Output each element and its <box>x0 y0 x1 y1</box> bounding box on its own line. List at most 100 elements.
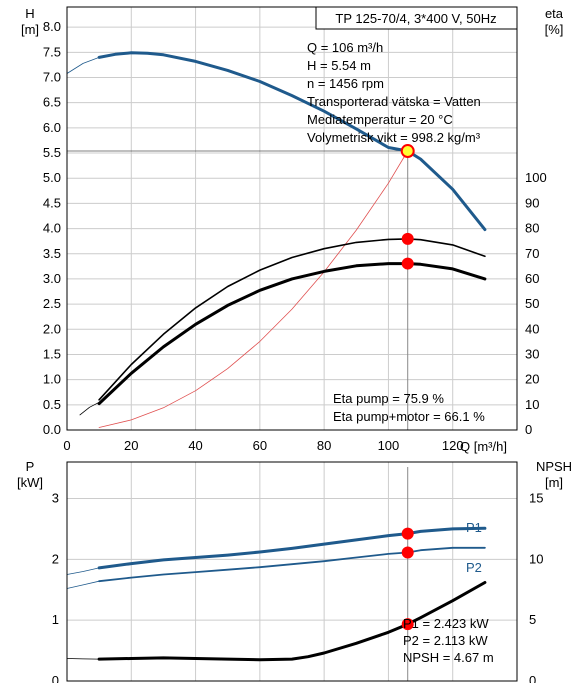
eta-tick-label: 30 <box>525 346 539 361</box>
power-tick-label: 3 <box>52 491 59 506</box>
info-temperature: Mediatemperatur = 20 °C <box>307 112 453 127</box>
info-eta-pump: Eta pump = 75.9 % <box>333 391 444 406</box>
flow-tick-label: 60 <box>253 438 267 453</box>
eta-axis-label: eta <box>545 6 564 21</box>
head-tick-label: 6.0 <box>43 120 61 135</box>
efficiency-info-block: Eta pump = 75.9 % Eta pump+motor = 66.1 … <box>333 391 485 424</box>
head-chart-curves <box>66 51 487 430</box>
p2-curve-extrapolated <box>66 580 100 589</box>
head-tick-label: 0.5 <box>43 397 61 412</box>
eta-pump-motor-curve <box>97 262 487 406</box>
head-tick-label: 7.0 <box>43 70 61 85</box>
npsh-tick-label: 5 <box>529 612 536 627</box>
npsh-axis-ticks: 0 5 10 15 <box>529 491 543 683</box>
info-eta-pump-motor: Eta pump+motor = 66.1 % <box>333 409 485 424</box>
head-tick-label: 2.0 <box>43 321 61 336</box>
power-info-block: P1 = 2.423 kW P2 = 2.113 kW NPSH = 4.67 … <box>403 616 494 665</box>
npsh-curve-extrapolated <box>66 658 100 660</box>
system-curve <box>98 150 409 428</box>
eta-tick-label: 100 <box>525 170 547 185</box>
head-tick-label: 1.5 <box>43 346 61 361</box>
npsh-operating-point <box>401 618 414 631</box>
flow-tick-label: 20 <box>124 438 138 453</box>
head-tick-label: 1.0 <box>43 372 61 387</box>
head-curve-extrapolated <box>66 57 100 74</box>
head-operating-point <box>400 144 415 159</box>
head-tick-label: 5.0 <box>43 170 61 185</box>
npsh-axis-label: NPSH <box>536 459 572 474</box>
info-p1: P1 = 2.423 kW <box>403 616 489 631</box>
p1-series-label: P1 <box>466 520 482 535</box>
power-chart-operating-points <box>401 527 414 631</box>
power-tick-label: 2 <box>52 551 59 566</box>
head-tick-label: 7.5 <box>43 44 61 59</box>
head-tick-label: 4.5 <box>43 195 61 210</box>
info-liquid: Transporterad vätska = Vatten <box>307 94 481 109</box>
eta-axis-ticks: 0 10 20 30 40 50 60 70 80 90 100 <box>525 170 547 437</box>
head-chart-grid <box>67 7 517 430</box>
head-efficiency-chart: 0.0 0.5 1.0 1.5 2.0 2.5 3.0 3.5 4.0 4.5 5.0 5.5 6.0 6… <box>21 6 564 454</box>
info-flow: Q = 106 m³/h <box>307 40 383 55</box>
npsh-curve <box>97 581 487 662</box>
info-npsh: NPSH = 4.67 m <box>403 650 494 665</box>
npsh-tick-label: 15 <box>529 491 543 506</box>
pump-title: TP 125-70/4, 3*400 V, 50Hz <box>335 11 496 26</box>
p2-operating-point <box>401 546 414 559</box>
eta-tick-label: 20 <box>525 372 539 387</box>
flow-tick-label: 80 <box>317 438 331 453</box>
info-p2: P2 = 2.113 kW <box>403 633 488 648</box>
head-chart-frame <box>66 6 518 431</box>
flow-axis-ticks: 0 20 40 60 80 100 120 <box>63 438 463 453</box>
head-curve <box>97 51 487 232</box>
head-tick-label: 5.5 <box>43 145 61 160</box>
head-chart-operating-points <box>400 144 415 270</box>
eta-curve-extrapolated <box>79 401 100 416</box>
eta-tick-label: 40 <box>525 321 539 336</box>
power-chart-grid <box>67 462 517 681</box>
head-tick-label: 3.5 <box>43 246 61 261</box>
flow-tick-label: 100 <box>378 438 400 453</box>
power-chart-frame <box>66 461 518 682</box>
power-axis-label: P <box>26 459 35 474</box>
eta-pump-motor-operating-point <box>401 257 414 270</box>
power-npsh-chart: 0 1 2 3 0 5 10 15 P [kW] NPSH [m] P1 P2 P1 = 2… <box>17 459 572 683</box>
eta-tick-label: 60 <box>525 271 539 286</box>
power-chart-curves <box>66 467 487 681</box>
power-axis-ticks: 0 1 2 3 <box>52 491 59 683</box>
eta-tick-label: 10 <box>525 397 539 412</box>
operating-info-block: Q = 106 m³/h H = 5.54 m n = 1456 rpm Tra… <box>307 40 481 145</box>
power-tick-label: 0 <box>52 673 59 683</box>
power-axis-unit: [kW] <box>17 475 43 490</box>
head-tick-label: 3.0 <box>43 271 61 286</box>
head-tick-label: 8.0 <box>43 19 61 34</box>
p2-series-label: P2 <box>466 560 482 575</box>
flow-tick-label: 40 <box>188 438 202 453</box>
eta-tick-label: 0 <box>525 422 532 437</box>
npsh-tick-label: 0 <box>529 673 536 683</box>
info-head: H = 5.54 m <box>307 58 371 73</box>
head-tick-label: 4.0 <box>43 221 61 236</box>
eta-tick-label: 80 <box>525 221 539 236</box>
eta-pump-operating-point <box>401 232 414 245</box>
p1-curve-extrapolated <box>66 567 100 575</box>
head-tick-label: 0.0 <box>43 422 61 437</box>
info-density: Volymetrisk vikt = 998.2 kg/m³ <box>307 130 481 145</box>
eta-tick-label: 90 <box>525 195 539 210</box>
npsh-axis-unit: [m] <box>545 475 563 490</box>
head-tick-label: 2.5 <box>43 296 61 311</box>
flow-tick-label: 0 <box>63 438 70 453</box>
p1-curve <box>97 526 487 570</box>
pump-title-box: TP 125-70/4, 3*400 V, 50Hz <box>315 6 518 30</box>
p1-operating-point <box>401 527 414 540</box>
flow-tick-label: 120 <box>442 438 464 453</box>
power-tick-label: 1 <box>52 612 59 627</box>
head-axis-ticks: 0.0 0.5 1.0 1.5 2.0 2.5 3.0 3.5 4.0 4.5 5.0 5.5 6.0 6… <box>43 19 61 437</box>
npsh-tick-label: 10 <box>529 551 543 566</box>
flow-axis-label: Q [m³/h] <box>460 439 507 454</box>
eta-tick-label: 50 <box>525 296 539 311</box>
head-tick-label: 6.5 <box>43 95 61 110</box>
head-axis-label: H <box>25 6 34 21</box>
eta-pump-curve <box>98 238 486 401</box>
info-speed: n = 1456 rpm <box>307 76 384 91</box>
